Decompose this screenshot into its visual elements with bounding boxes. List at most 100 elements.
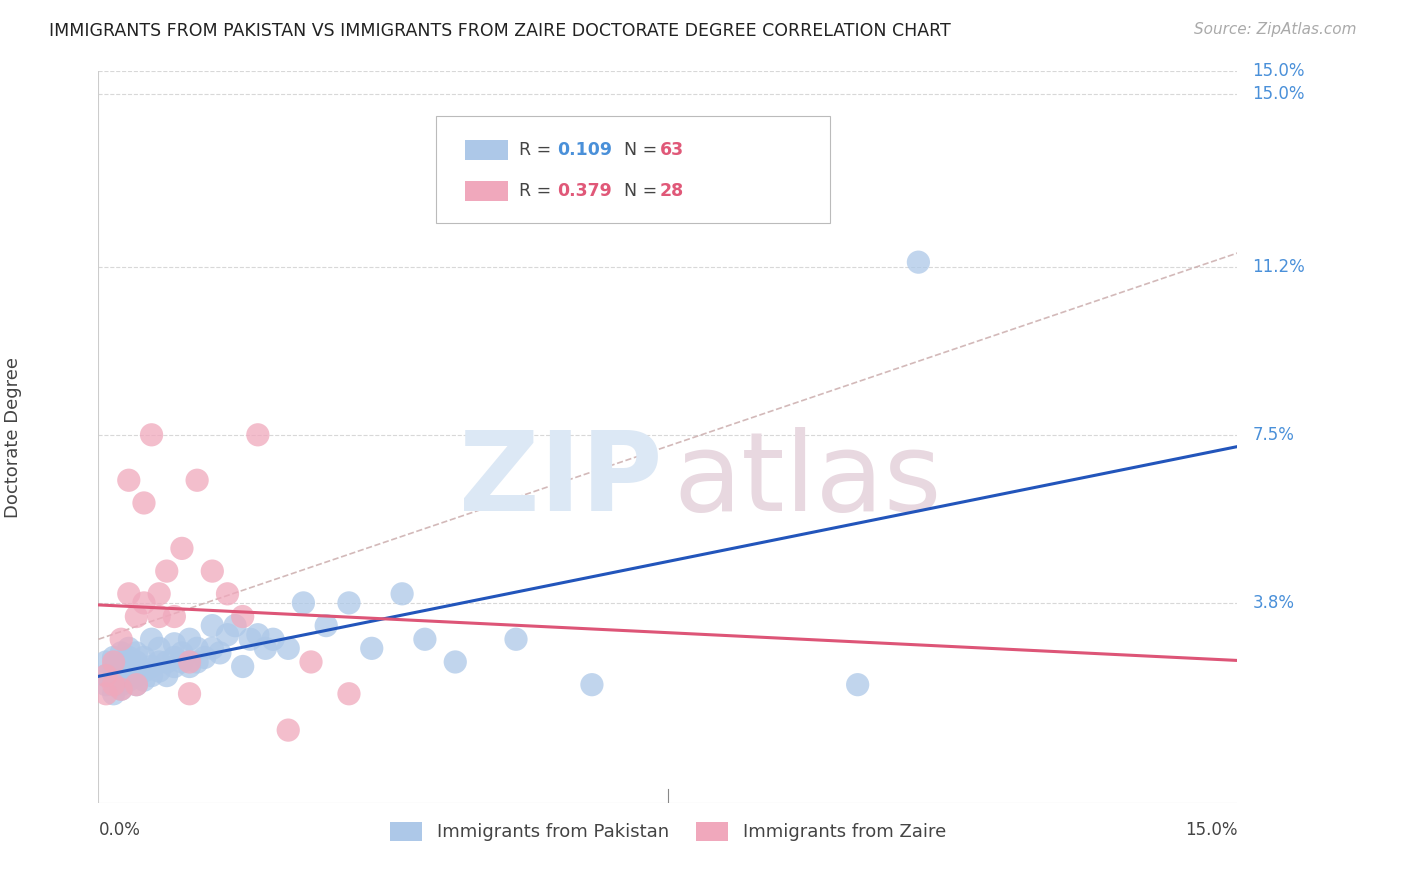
Point (132, 650, 155, 665)
Point (118, 587, 141, 601)
Point (179, 687, 201, 701)
Point (110, 682, 132, 697)
Point (217, 587, 239, 601)
Point (103, 659, 125, 673)
Point (391, 587, 413, 601)
Point (163, 609, 186, 624)
Point (194, 650, 217, 665)
Point (94, 678, 117, 692)
Point (141, 659, 163, 673)
Point (118, 664, 141, 678)
Point (262, 632, 284, 647)
Point (141, 668, 163, 682)
Point (156, 655, 179, 669)
Point (103, 687, 125, 701)
Point (148, 641, 170, 656)
Point (232, 609, 254, 624)
Point (179, 632, 201, 647)
Text: ZIP: ZIP (458, 427, 662, 534)
Point (110, 678, 132, 692)
Text: R =: R = (519, 182, 557, 200)
Text: 0.109: 0.109 (557, 141, 612, 159)
Text: 63: 63 (659, 141, 683, 159)
Point (94, 668, 117, 682)
Legend: Immigrants from Pakistan, Immigrants from Zaire: Immigrants from Pakistan, Immigrants fro… (382, 814, 953, 848)
Point (118, 673, 141, 687)
Point (94, 655, 117, 669)
Point (163, 650, 186, 665)
Point (125, 668, 148, 682)
Point (132, 496, 155, 510)
Point (141, 632, 163, 647)
Point (141, 427, 163, 442)
Point (246, 427, 269, 442)
Point (118, 650, 141, 665)
Point (315, 618, 337, 632)
Text: Source: ZipAtlas.com: Source: ZipAtlas.com (1194, 22, 1357, 37)
Point (277, 641, 299, 656)
Point (110, 646, 132, 660)
Point (292, 596, 315, 610)
Point (148, 655, 170, 669)
Point (125, 609, 148, 624)
Point (163, 659, 186, 673)
Point (254, 641, 277, 656)
Point (103, 650, 125, 665)
Point (94, 668, 117, 682)
Text: IMMIGRANTS FROM PAKISTAN VS IMMIGRANTS FROM ZAIRE DOCTORATE DEGREE CORRELATION C: IMMIGRANTS FROM PAKISTAN VS IMMIGRANTS F… (49, 22, 950, 40)
Text: N =: N = (613, 182, 662, 200)
Point (156, 668, 179, 682)
Point (170, 655, 193, 669)
Text: 28: 28 (659, 182, 683, 200)
Point (110, 668, 132, 682)
Text: 15.0%: 15.0% (1253, 62, 1305, 80)
Point (581, 678, 603, 692)
Point (148, 587, 170, 601)
Point (125, 655, 148, 669)
Point (208, 646, 231, 660)
Text: N =: N = (613, 141, 662, 159)
Point (201, 618, 224, 632)
Point (110, 659, 132, 673)
Point (186, 641, 208, 656)
Point (239, 632, 262, 647)
Point (360, 641, 382, 656)
Point (299, 655, 322, 669)
Text: 15.0%: 15.0% (1185, 821, 1237, 839)
Point (277, 723, 299, 738)
Point (186, 655, 208, 669)
Point (179, 655, 201, 669)
Text: 11.2%: 11.2% (1253, 258, 1305, 276)
Point (907, 255, 929, 269)
Point (413, 632, 436, 647)
Point (224, 618, 246, 632)
Point (132, 673, 155, 687)
Point (148, 609, 170, 624)
Point (163, 637, 186, 651)
Point (201, 641, 224, 656)
Text: 7.5%: 7.5% (1253, 425, 1295, 444)
Point (186, 473, 208, 487)
Point (201, 564, 224, 578)
Point (125, 678, 148, 692)
Text: 0.0%: 0.0% (98, 821, 141, 839)
Point (132, 596, 155, 610)
Text: 15.0%: 15.0% (1253, 85, 1305, 103)
Point (103, 655, 125, 669)
Point (232, 659, 254, 673)
Point (170, 646, 193, 660)
Text: 0.379: 0.379 (557, 182, 612, 200)
Point (94, 687, 117, 701)
Point (125, 678, 148, 692)
Point (110, 632, 132, 647)
Point (337, 687, 360, 701)
Point (156, 564, 179, 578)
Point (110, 682, 132, 697)
Text: atlas: atlas (673, 427, 942, 534)
Point (179, 659, 201, 673)
Point (505, 632, 527, 647)
Point (246, 628, 269, 642)
Point (125, 646, 148, 660)
Point (103, 673, 125, 687)
Point (132, 664, 155, 678)
